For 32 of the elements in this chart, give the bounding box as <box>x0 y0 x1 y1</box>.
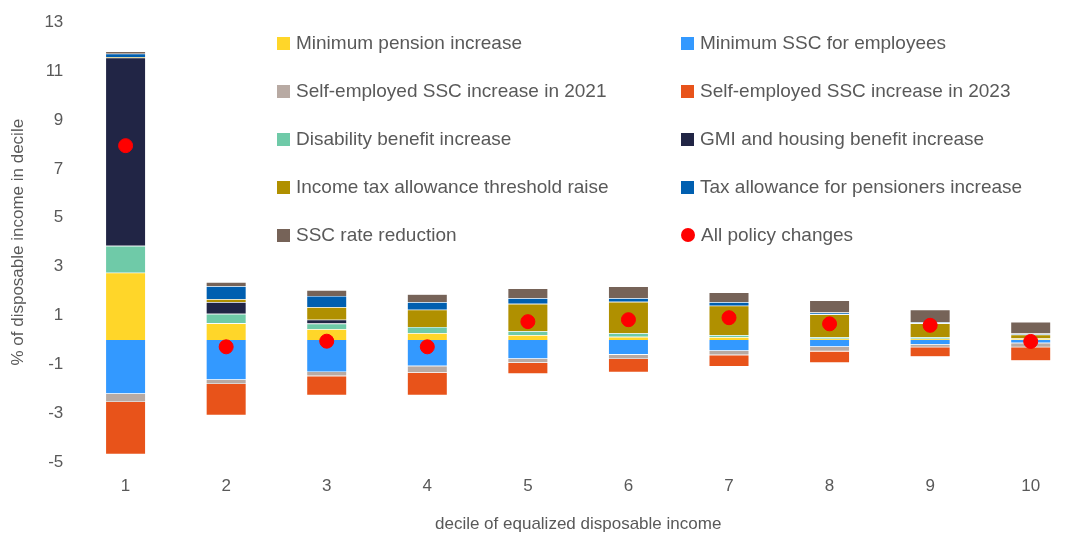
legend-label: Minimum pension increase <box>296 32 522 54</box>
legend-label: SSC rate reduction <box>296 224 457 246</box>
legend-label: Self-employed SSC increase in 2021 <box>296 80 607 102</box>
legend-label: Income tax allowance threshold raise <box>296 176 609 198</box>
x-axis-title: decile of equalized disposable income <box>434 514 722 534</box>
x-tick-label: 3 <box>322 476 332 496</box>
legend-label: Self-employed SSC increase in 2023 <box>700 80 1011 102</box>
y-tick-label: 9 <box>53 109 64 129</box>
x-tick-label: 8 <box>824 476 835 496</box>
legend-label: GMI and housing benefit increase <box>700 128 985 150</box>
legend-label: Minimum SSC for employees <box>700 32 947 54</box>
x-tick-label: 9 <box>925 476 935 496</box>
legend-label: Disability benefit increase <box>296 128 512 150</box>
y-tick-label: -3 <box>48 403 64 422</box>
y-tick-label: 1 <box>53 305 64 325</box>
y-tick-label: 7 <box>53 158 64 178</box>
y-tick-label: 5 <box>53 207 64 227</box>
x-tick-label: 10 <box>1021 476 1041 496</box>
y-tick-label: 3 <box>53 256 64 276</box>
x-tick-label: 2 <box>221 476 231 496</box>
y-axis-title: % of disposable income in decile <box>7 118 27 366</box>
legend-label: Tax allowance for pensioners increase <box>700 176 1023 198</box>
x-tick-label: 4 <box>422 476 433 496</box>
x-tick-label: 7 <box>724 476 734 496</box>
y-tick-label: -5 <box>48 451 64 471</box>
y-tick-label: 11 <box>45 60 64 80</box>
legend-label: All policy changes <box>701 224 854 246</box>
x-tick-label: 5 <box>523 476 533 496</box>
y-tick-label: 13 <box>44 11 64 31</box>
x-tick-label: 1 <box>120 476 131 496</box>
x-tick-label: 6 <box>623 476 634 496</box>
y-tick-label: -1 <box>48 354 64 374</box>
